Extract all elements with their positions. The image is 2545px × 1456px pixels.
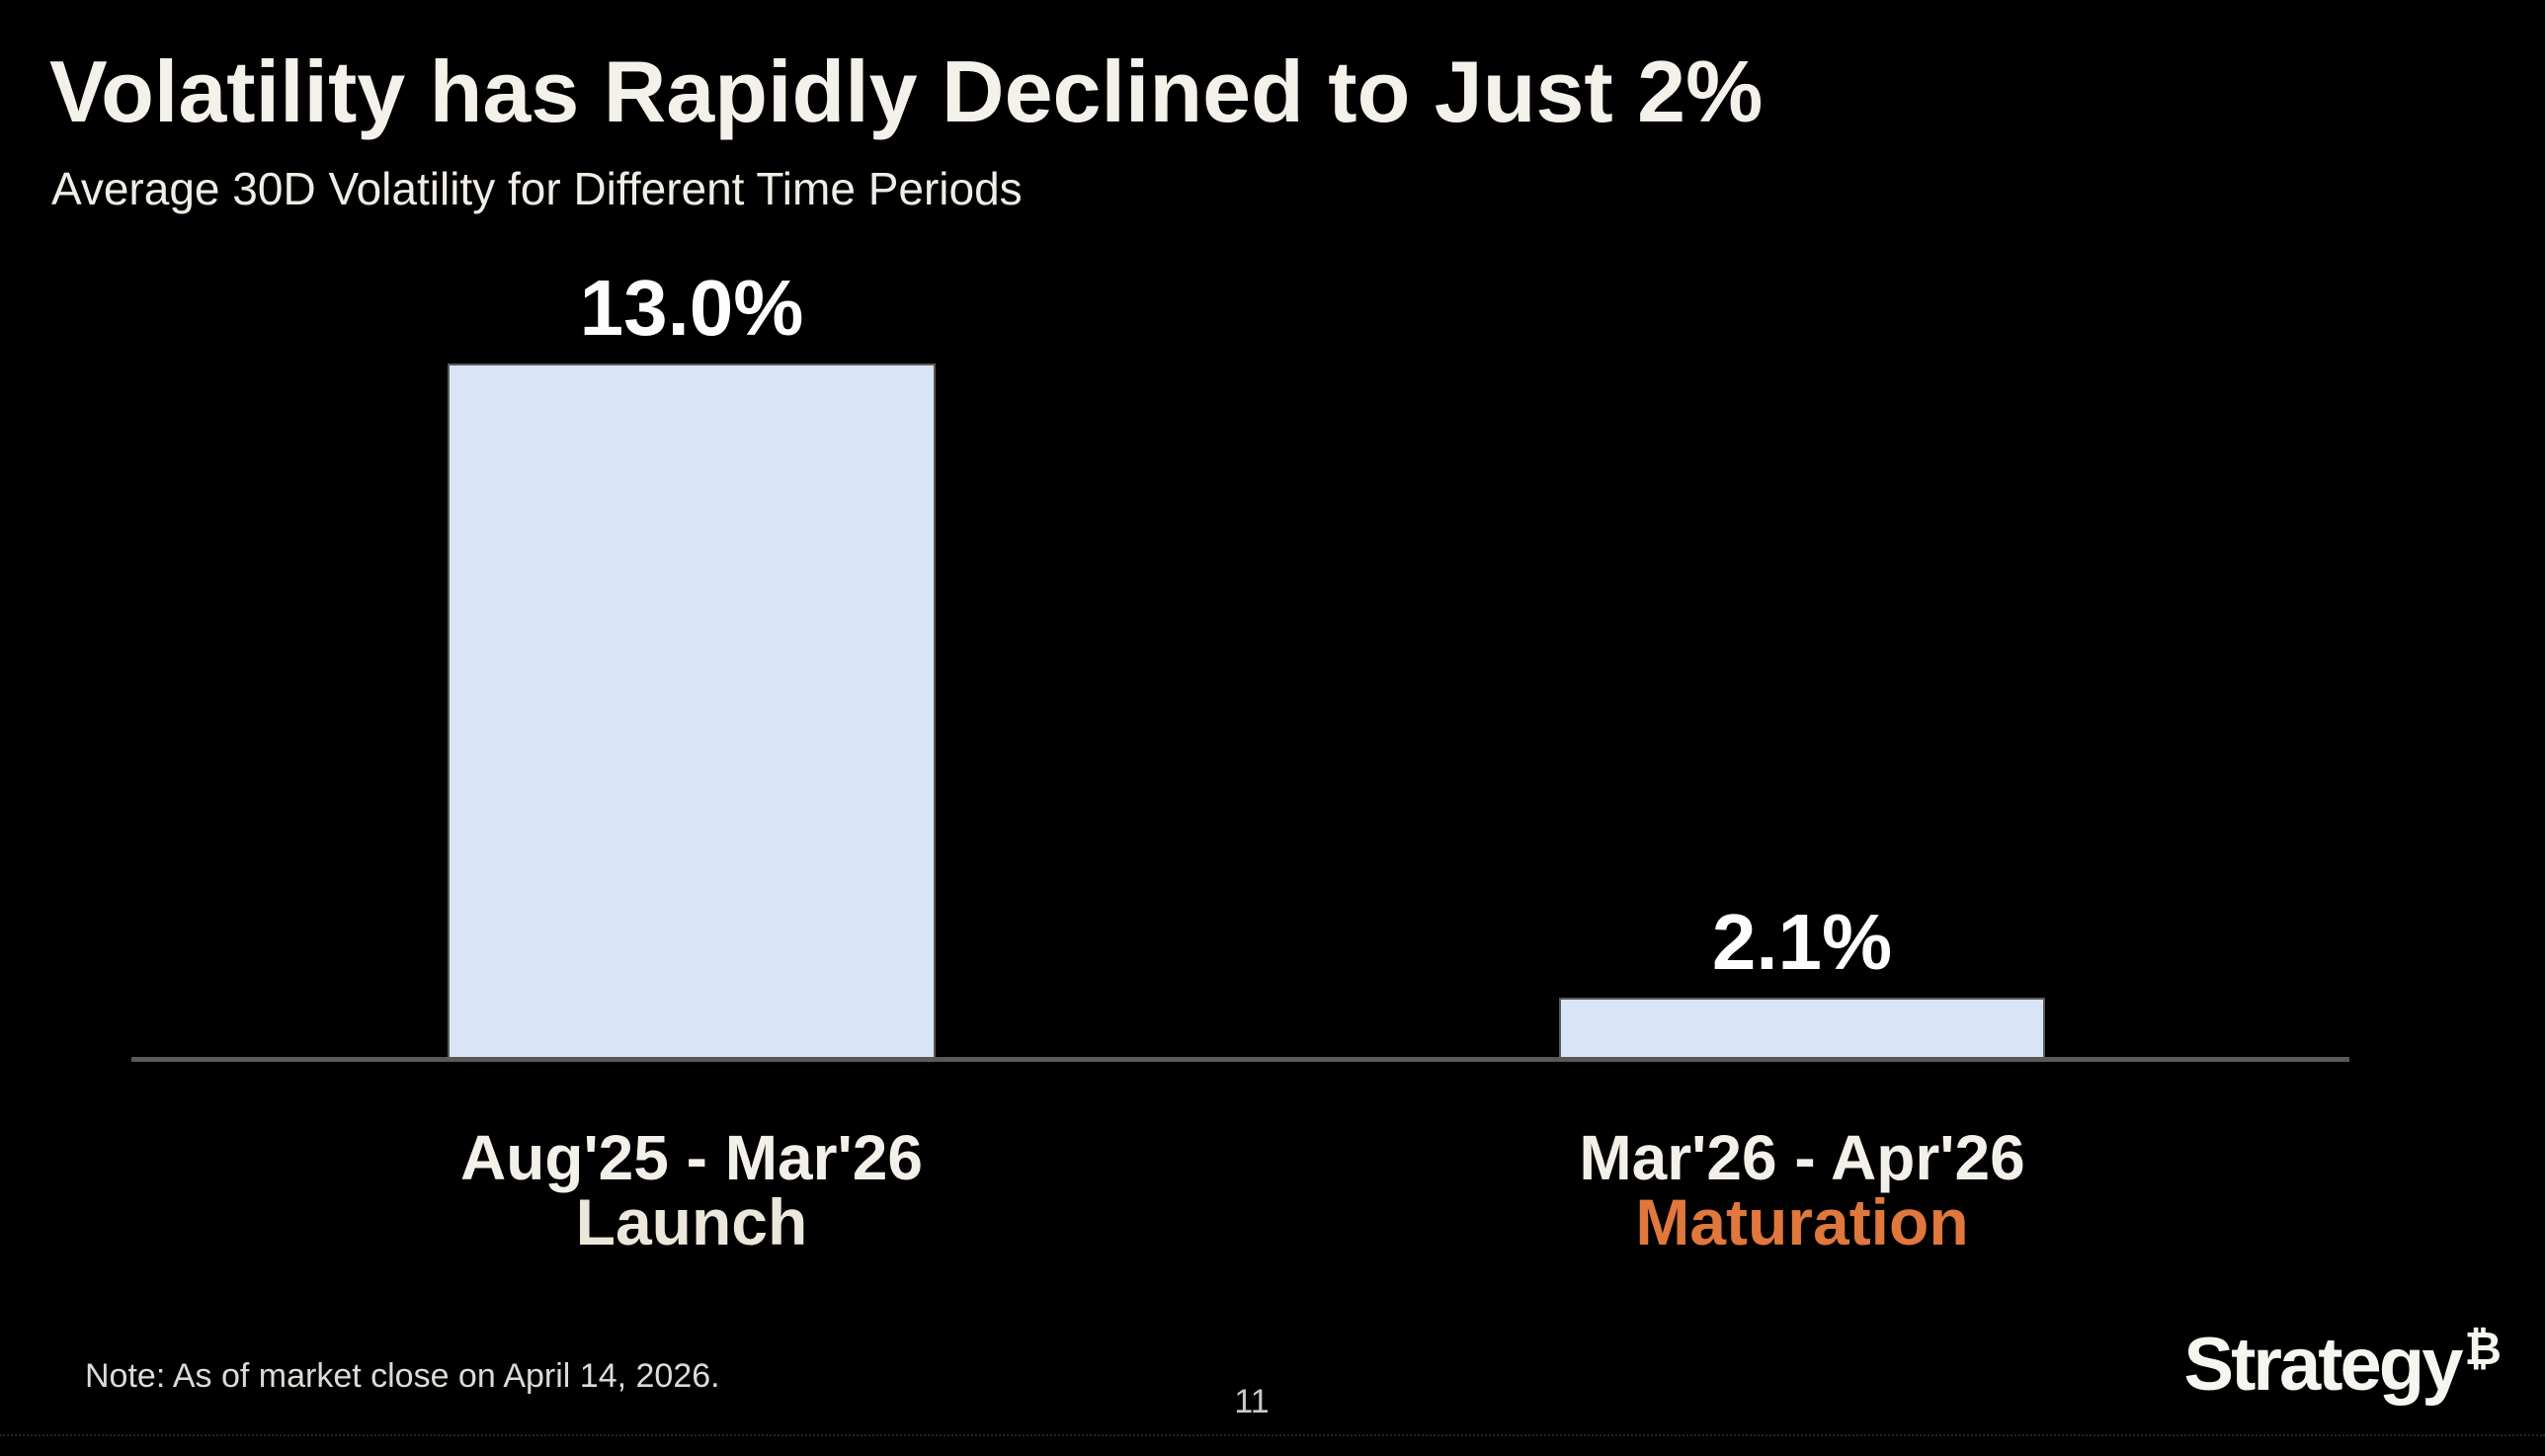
strategy-logo-text: Strategy: [2183, 1323, 2463, 1407]
bottom-dotted-line: [0, 1434, 2545, 1436]
x-axis-line: [131, 1057, 2349, 1062]
page-number: 11: [1234, 1383, 1270, 1420]
category-label-launch: Aug'25 - Mar'26: [460, 1122, 923, 1193]
category-label-maturation: Mar'26 - Apr'26: [1579, 1122, 2025, 1193]
bar-maturation: [1559, 998, 2045, 1061]
bar-value-label-maturation: 2.1%: [1711, 898, 1893, 986]
slide-subtitle: Average 30D Volatility for Different Tim…: [51, 163, 1023, 214]
strategy-logo: Strategy₿: [2183, 1322, 2502, 1408]
bar-launch: [448, 364, 936, 1061]
phase-label-maturation: Maturation: [1635, 1185, 1969, 1258]
slide-title: Volatility has Rapidly Declined to Just …: [49, 42, 1764, 140]
footnote: Note: As of market close on April 14, 20…: [85, 1357, 720, 1395]
bitcoin-icon: ₿: [2464, 1323, 2503, 1374]
bar-value-label-launch: 13.0%: [579, 264, 804, 352]
phase-label-launch: Launch: [575, 1185, 808, 1258]
